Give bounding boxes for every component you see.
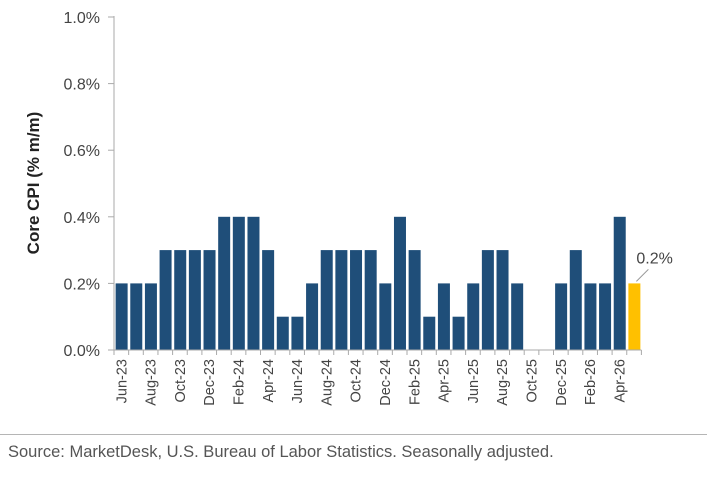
bar [218, 216, 231, 350]
x-tick-label: Feb-26 [583, 359, 599, 405]
bar [584, 283, 597, 350]
bar [144, 283, 157, 350]
bar [174, 250, 187, 350]
x-tick-label: Jun-25 [466, 359, 482, 403]
bar [203, 250, 216, 350]
bar [393, 216, 406, 350]
bar [188, 250, 201, 350]
bar [599, 283, 612, 350]
x-tick-label: Apr-25 [437, 359, 453, 403]
y-tick-label: 0.8% [64, 77, 100, 94]
bar [335, 250, 348, 350]
x-tick-label: Aug-25 [495, 359, 511, 406]
x-tick-label: Oct-25 [525, 359, 541, 403]
last-value-annotation: 0.2% [636, 250, 673, 282]
bar [613, 216, 626, 350]
bar [232, 216, 245, 350]
y-axis-ticks: 0.0% 0.2% 0.4% 0.6% 0.8% 1.0% [64, 10, 114, 360]
annotation-leader-line [636, 269, 649, 282]
bar [511, 283, 524, 350]
y-tick-label: 1.0% [64, 10, 100, 27]
x-tick-label: Dec-24 [378, 359, 394, 406]
bar [306, 283, 319, 350]
y-tick-label: 0.4% [64, 210, 100, 227]
y-tick-label: 0.0% [64, 343, 100, 360]
x-tick-label: Oct-24 [349, 359, 365, 403]
x-tick-label: Feb-24 [232, 359, 248, 405]
core-cpi-chart: 0.0% 0.2% 0.4% 0.6% 0.8% 1.0% Jun-23 Aug-23 Oct… [24, 10, 673, 406]
x-tick-label: Feb-25 [407, 359, 423, 405]
bar [467, 283, 480, 350]
bar [452, 316, 465, 350]
x-tick-label: Jun-24 [290, 359, 306, 403]
bar [481, 250, 494, 350]
y-tick-label: 0.2% [64, 276, 100, 293]
bar [115, 283, 128, 350]
bar [350, 250, 363, 350]
x-tick-label: Aug-24 [319, 359, 335, 406]
x-tick-label: Dec-25 [554, 359, 570, 406]
bar [408, 250, 421, 350]
bar [276, 316, 289, 350]
x-tick-label: Apr-24 [261, 359, 277, 403]
x-axis-ticks: Jun-23 Aug-23 Oct-23 Dec-23 Feb-24 Apr-24 Jun-… [114, 359, 628, 406]
axes [113, 16, 642, 355]
x-tick-label: Apr-26 [612, 359, 628, 403]
y-axis-label: Core CPI (% m/m) [24, 112, 43, 255]
bar [262, 250, 275, 350]
bar [291, 316, 304, 350]
x-tick-label: Aug-23 [144, 359, 160, 406]
bar [555, 283, 568, 350]
bars [115, 216, 641, 350]
bar [320, 250, 333, 350]
bar [437, 283, 450, 350]
bar [159, 250, 172, 350]
source-divider [0, 434, 707, 435]
bar [379, 283, 392, 350]
bar [569, 250, 582, 350]
bar [247, 216, 260, 350]
x-tick-label: Dec-23 [202, 359, 218, 406]
bar [423, 316, 436, 350]
y-tick-label: 0.6% [64, 143, 100, 160]
bar [496, 250, 509, 350]
bar [130, 283, 143, 350]
annotation-label: 0.2% [636, 250, 672, 267]
x-tick-label: Oct-23 [173, 359, 189, 403]
x-tick-label: Jun-23 [114, 359, 130, 403]
bar-highlight [628, 283, 641, 350]
bar [364, 250, 377, 350]
source-note: Source: MarketDesk, U.S. Bureau of Labor… [8, 443, 554, 461]
